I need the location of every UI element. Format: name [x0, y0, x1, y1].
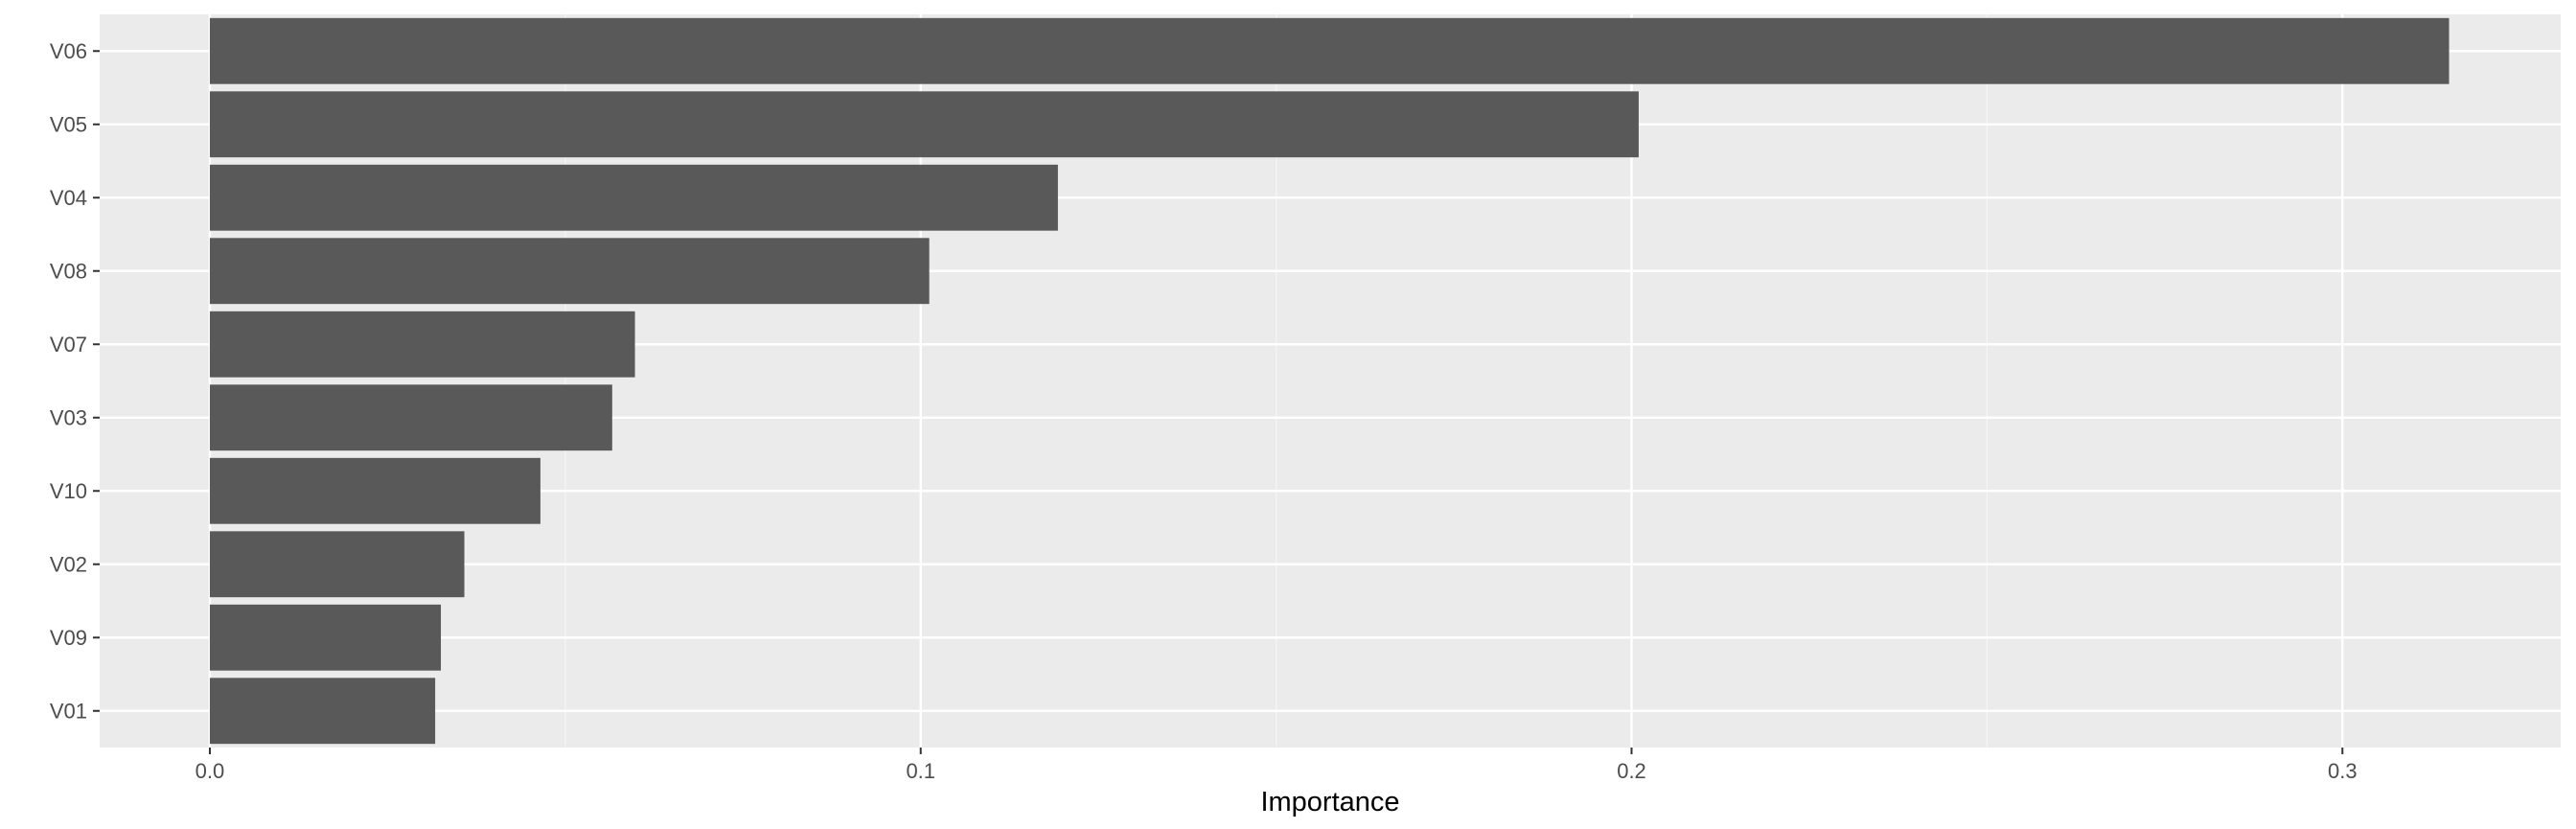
bar-v02 [209, 531, 465, 598]
x-axis-title: Importance [1260, 787, 1399, 817]
y-tick-label: V06 [50, 39, 87, 63]
y-axis: V06 V05 V04 V08 V07 V03 V10 V02 V09 V01 [50, 39, 100, 723]
x-tick-label: 0.2 [1617, 759, 1646, 783]
bar-v09 [209, 604, 442, 671]
bar-v06 [209, 17, 2450, 84]
bar-v04 [209, 164, 1058, 231]
x-tick-label: 0.3 [2328, 759, 2358, 783]
y-tick-label: V05 [50, 112, 87, 136]
bar-v07 [209, 311, 635, 378]
y-tick-label: V01 [50, 699, 87, 723]
y-tick-label: V10 [50, 479, 87, 503]
bar-v03 [209, 384, 612, 451]
x-axis: 0.0 0.1 0.2 0.3 [196, 748, 2358, 783]
y-tick-label: V02 [50, 552, 87, 576]
bars [209, 17, 2450, 745]
x-tick-label: 0.0 [196, 759, 225, 783]
bar-v10 [209, 457, 540, 524]
y-tick-label: V03 [50, 405, 87, 429]
y-tick-label: V07 [50, 333, 87, 357]
y-tick-label: V09 [50, 626, 87, 650]
x-tick-label: 0.1 [906, 759, 935, 783]
y-tick-label: V04 [50, 186, 87, 210]
bar-v01 [209, 678, 436, 745]
bar-v05 [209, 91, 1639, 158]
bar-v08 [209, 238, 930, 305]
y-tick-label: V08 [50, 259, 87, 283]
